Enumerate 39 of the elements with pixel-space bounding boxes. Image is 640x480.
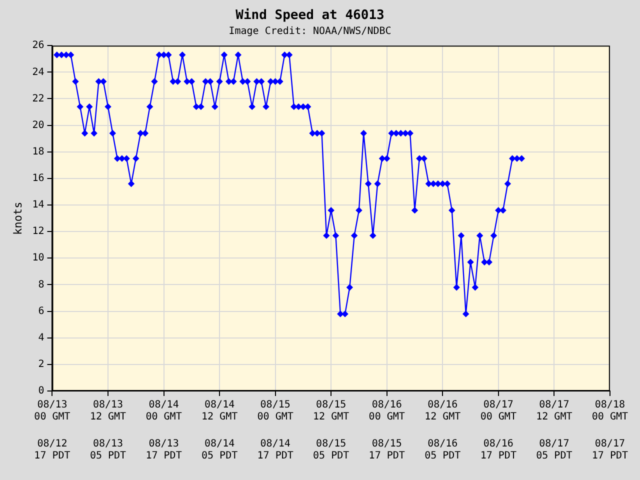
y-tick-label: 8 [38,279,44,290]
chart-subtitle: Image Credit: NOAA/NWS/NDBC [228,26,392,38]
x2-tick-label: 08/16 05 PDT [424,438,461,462]
y-tick-label: 4 [38,332,44,344]
x-tick-label: 08/13 00 GMT [34,400,70,423]
x2-tick-label: 08/17 05 PDT [536,438,572,462]
x2-tick-label: 08/14 05 PDT [201,438,238,462]
y-axis-title: knots [11,202,24,235]
y-tick-label: 16 [32,173,44,184]
x-tick-label: 08/14 12 GMT [201,400,238,423]
x-tick-label: 08/17 12 GMT [536,400,572,423]
x2-tick-label: 08/15 05 PDT [313,438,350,462]
y-tick-label: 20 [32,120,44,131]
y-tick-label: 14 [32,200,44,211]
chart-title: Wind Speed at 46013 [236,8,384,24]
x-tick-label: 08/13 12 GMT [90,400,126,423]
x-tick-label: 08/16 12 GMT [424,400,461,423]
x-tick-label: 08/17 00 GMT [480,400,516,423]
x-tick-label: 08/14 00 GMT [146,400,182,423]
x2-tick-label: 08/14 17 PDT [257,438,294,462]
x-tick-label: 08/18 00 GMT [592,400,628,423]
y-tick-label: 26 [32,40,44,52]
y-tick-label: 24 [32,66,44,78]
x2-tick-label: 08/15 17 PDT [368,438,405,462]
x2-tick-label: 08/13 05 PDT [90,438,126,462]
x-tick-label: 08/15 00 GMT [257,400,294,423]
x2-tick-label: 08/12 17 PDT [34,438,70,462]
y-tick-label: 0 [38,386,44,397]
x-tick-label: 08/15 12 GMT [313,400,350,423]
y-tick-label: 6 [38,306,44,317]
y-tick-label: 10 [32,252,44,264]
y-tick-label: 22 [32,93,44,104]
x-tick-label: 08/16 00 GMT [368,400,405,423]
x2-tick-label: 08/13 17 PDT [146,438,182,462]
y-tick-label: 18 [32,146,44,158]
x2-tick-label: 08/17 17 PDT [592,438,628,462]
y-tick-label: 2 [38,359,44,370]
x2-tick-label: 08/16 17 PDT [480,438,516,462]
y-tick-label: 12 [32,226,44,238]
